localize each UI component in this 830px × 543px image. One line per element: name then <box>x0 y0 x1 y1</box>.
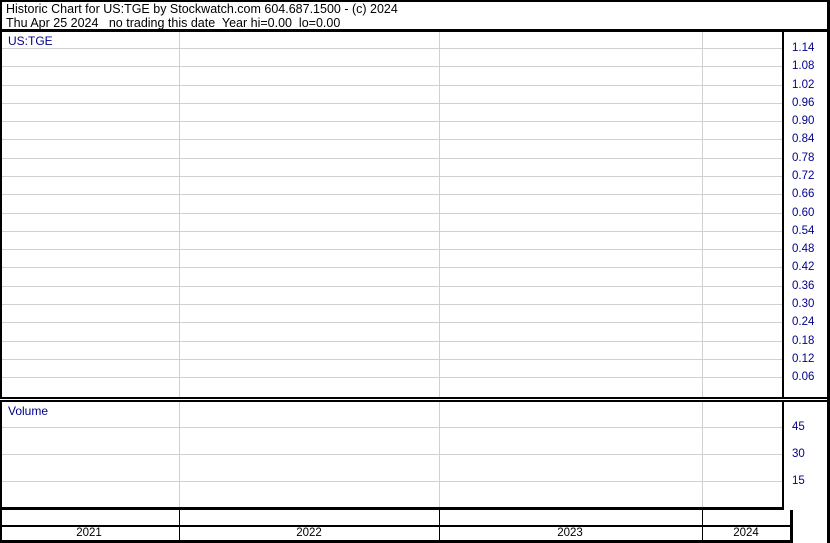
volume-tick-label: 15 <box>792 475 805 487</box>
volume-tick-label: 45 <box>792 421 805 433</box>
year-divider <box>439 527 440 540</box>
year-label: 2021 <box>76 527 102 539</box>
price-gridline <box>2 230 782 232</box>
year-divider <box>179 510 180 525</box>
volume-gridline <box>2 481 782 482</box>
price-tick-label: 0.06 <box>792 371 815 383</box>
price-tick-label: 0.24 <box>792 316 815 329</box>
x-axis-year-row: 2021 2022 2023 2024 <box>0 527 793 540</box>
year-gridline <box>179 32 180 397</box>
volume-panel: Volume <box>0 402 784 510</box>
price-tick-label: 1.02 <box>792 78 815 91</box>
price-tick-label: 0.78 <box>792 151 815 164</box>
right-border <box>827 0 830 543</box>
year-gridline <box>439 32 440 397</box>
year-divider <box>439 510 440 525</box>
price-tick-label: 0.18 <box>792 334 815 347</box>
year-divider <box>702 510 703 525</box>
year-gridline <box>702 32 703 397</box>
price-gridline <box>2 285 782 287</box>
price-tick-label: 0.84 <box>792 133 815 146</box>
price-tick-label: 0.12 <box>792 352 815 365</box>
price-gridline <box>2 340 782 342</box>
volume-gridline <box>2 454 782 455</box>
price-gridline <box>2 249 782 251</box>
year-gridline <box>439 402 440 507</box>
price-tick-label: 1.08 <box>792 60 815 73</box>
price-gridline <box>2 84 782 86</box>
price-gridline <box>2 48 782 49</box>
price-gridline <box>2 139 782 141</box>
price-gridline <box>2 212 782 214</box>
price-tick-label: 0.30 <box>792 297 815 310</box>
symbol-label: US:TGE <box>8 34 53 48</box>
year-divider <box>702 527 703 540</box>
price-gridline <box>2 358 782 360</box>
volume-label: Volume <box>8 404 49 418</box>
year-divider <box>179 527 180 540</box>
price-gridline <box>2 303 782 305</box>
year-gridline <box>702 402 703 507</box>
price-tick-label: 0.60 <box>792 206 815 219</box>
price-gridline <box>2 66 782 68</box>
price-gridline <box>2 322 782 324</box>
price-tick-label: 0.42 <box>792 261 815 274</box>
price-panel: US:TGE <box>0 32 784 397</box>
chart-subtitle: Thu Apr 25 2024 no trading this date Yea… <box>6 15 341 30</box>
price-gridline <box>2 267 782 269</box>
price-gridline <box>2 194 782 196</box>
price-tick-label: 0.48 <box>792 243 815 256</box>
year-label: 2024 <box>733 527 759 539</box>
price-gridline <box>2 157 782 159</box>
year-label: 2022 <box>296 527 322 539</box>
chart-title: Historic Chart for US:TGE by Stockwatch.… <box>6 2 398 16</box>
price-gridline <box>2 176 782 177</box>
volume-gridline <box>2 427 782 428</box>
price-tick-label: 0.96 <box>792 96 815 109</box>
volume-tick-label: 30 <box>792 448 805 460</box>
price-tick-label: 0.66 <box>792 188 815 201</box>
price-tick-label: 0.90 <box>792 115 815 128</box>
price-tick-label: 0.72 <box>792 170 815 182</box>
price-tick-label: 0.36 <box>792 279 815 292</box>
panel-separator <box>0 397 828 402</box>
chart-header: Historic Chart for US:TGE by Stockwatch.… <box>0 0 830 32</box>
price-gridline <box>2 121 782 123</box>
year-gridline <box>179 402 180 507</box>
price-gridline <box>2 377 782 378</box>
bottom-border <box>0 540 793 543</box>
price-gridline <box>2 102 782 104</box>
x-axis-strip <box>0 510 793 527</box>
price-tick-label: 0.54 <box>792 224 815 237</box>
year-label: 2023 <box>557 527 583 539</box>
price-tick-label: 1.14 <box>792 42 815 54</box>
